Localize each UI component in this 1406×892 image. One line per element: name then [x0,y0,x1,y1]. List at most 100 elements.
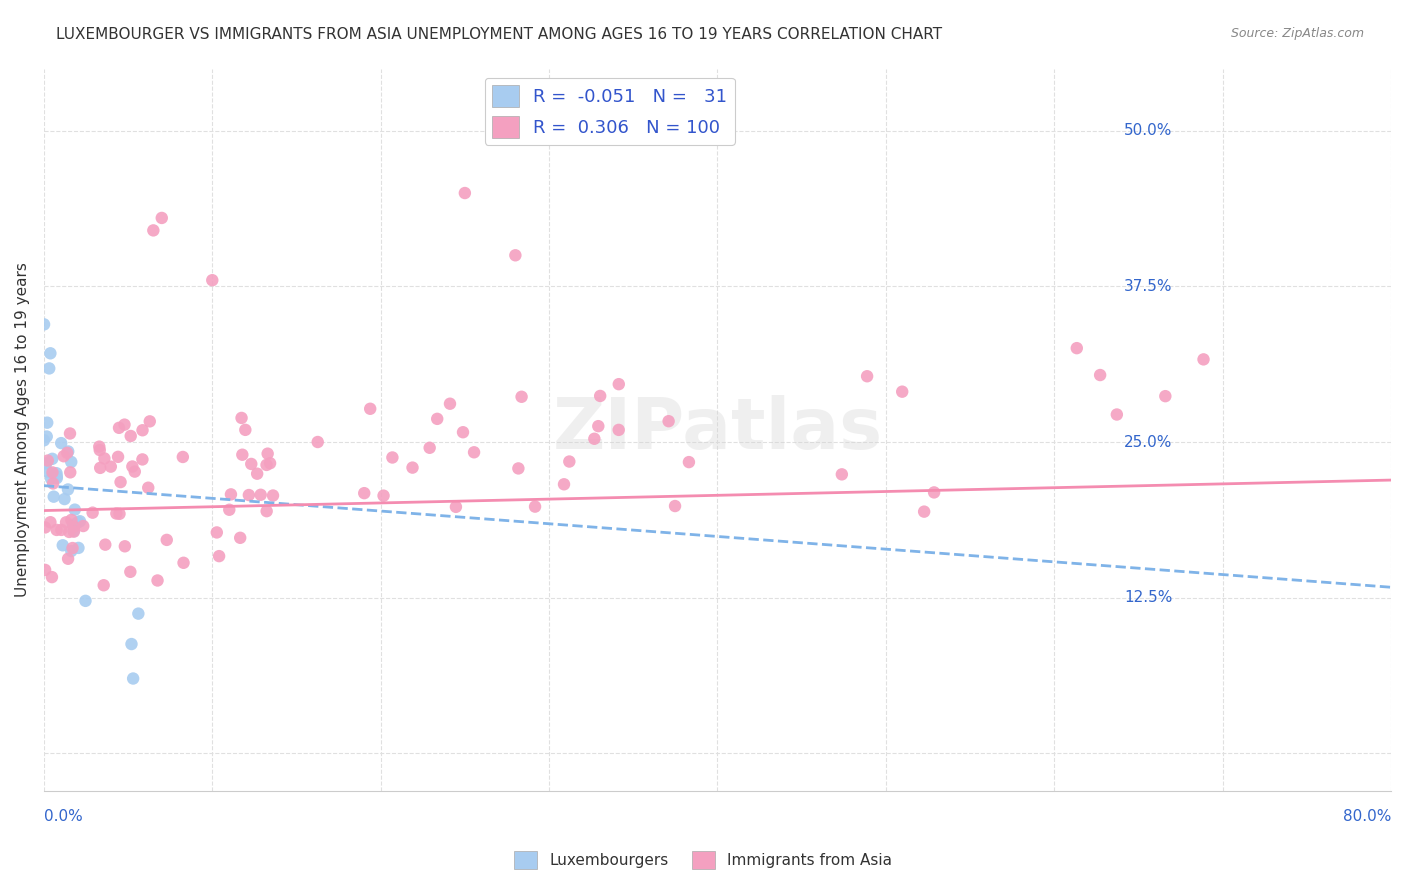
Point [37,465,59,479]
Point [45,467,67,481]
Point [35,457,58,471]
Point [62,524,84,538]
Point [359,401,381,416]
Point [156,533,179,547]
Point [307,435,329,450]
Point [127,607,149,621]
Point [131,452,153,467]
Point [82,506,104,520]
Point [136,481,159,495]
Point [658,414,681,428]
Point [35,429,58,443]
Point [114,417,136,432]
Point [256,504,278,518]
Point [37,416,59,430]
Point [219,487,242,501]
Point [59,466,82,480]
Point [34,520,56,534]
Point [124,465,146,479]
Point [589,389,612,403]
Point [524,500,547,514]
Point [583,432,606,446]
Point [108,507,131,521]
Point [53,491,76,506]
Point [150,211,173,225]
Point [856,369,879,384]
Point [100,459,122,474]
Point [131,423,153,437]
Point [120,565,142,579]
Point [56,483,79,497]
Point [56,446,79,460]
Point [45,523,67,537]
Point [122,672,145,686]
Point [89,443,111,458]
Point [121,637,143,651]
Point [42,490,65,504]
Point [259,456,281,470]
Point [454,186,477,200]
Point [39,515,62,529]
Point [508,461,530,475]
Text: ZIPatlas: ZIPatlas [553,395,883,464]
Point [60,544,83,558]
Point [32,318,55,332]
Point [63,524,86,539]
Point [110,475,132,489]
Point [1066,341,1088,355]
Point [39,472,62,486]
Point [891,384,914,399]
Point [34,563,56,577]
Point [42,476,65,491]
Point [451,425,474,440]
Point [63,502,86,516]
Point [59,426,82,441]
Point [41,451,63,466]
Text: 80.0%: 80.0% [1343,809,1391,824]
Point [510,390,533,404]
Point [831,467,853,482]
Point [233,423,256,437]
Point [353,486,375,500]
Point [401,460,423,475]
Point [172,450,194,464]
Point [607,423,630,437]
Text: 12.5%: 12.5% [1125,591,1173,605]
Point [58,444,80,458]
Point [37,453,59,467]
Point [89,461,111,475]
Legend: R =  -0.051   N =   31, R =  0.306   N = 100: R = -0.051 N = 31, R = 0.306 N = 100 [485,78,735,145]
Point [121,459,143,474]
Point [505,248,527,262]
Y-axis label: Unemployment Among Ages 16 to 19 years: Unemployment Among Ages 16 to 19 years [15,262,30,597]
Point [439,397,461,411]
Point [62,541,84,555]
Point [52,538,75,552]
Point [1154,389,1177,403]
Point [38,361,60,376]
Point [45,471,67,485]
Point [205,525,228,540]
Point [444,500,467,514]
Point [93,451,115,466]
Point [114,539,136,553]
Point [588,419,610,434]
Point [664,499,686,513]
Point [55,516,77,530]
Point [173,556,195,570]
Point [1088,368,1111,382]
Point [607,377,630,392]
Point [63,519,86,533]
Legend: Luxembourgers, Immigrants from Asia: Luxembourgers, Immigrants from Asia [508,845,898,875]
Point [256,447,278,461]
Point [62,517,84,532]
Point [208,549,231,563]
Point [41,570,63,584]
Point [107,450,129,464]
Text: LUXEMBOURGER VS IMMIGRANTS FROM ASIA UNEMPLOYMENT AMONG AGES 16 TO 19 YEARS CORR: LUXEMBOURGER VS IMMIGRANTS FROM ASIA UNE… [56,27,942,42]
Point [60,455,83,469]
Point [39,346,62,360]
Point [51,436,73,450]
Point [231,448,253,462]
Point [66,515,89,529]
